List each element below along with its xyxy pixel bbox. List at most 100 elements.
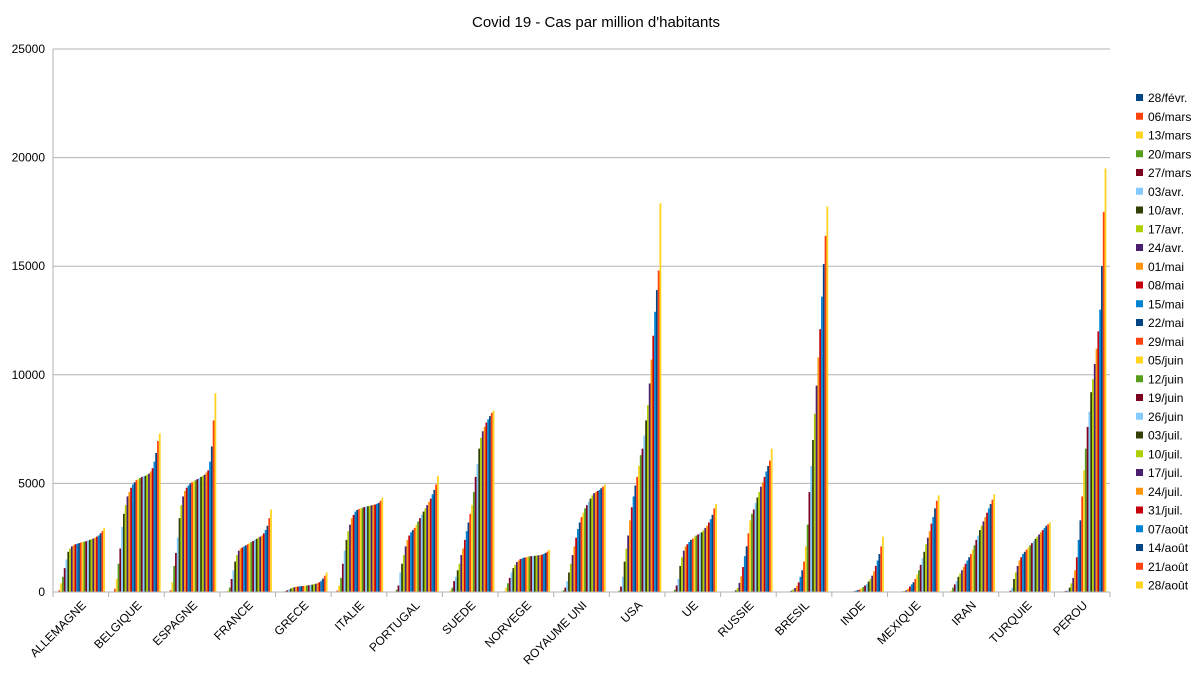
bar <box>340 577 342 592</box>
bar <box>291 587 294 592</box>
bar <box>1083 470 1085 592</box>
bar <box>810 466 813 592</box>
bar <box>675 585 678 592</box>
bar <box>1009 590 1012 592</box>
bar <box>704 527 707 592</box>
legend-label: 06/mars <box>1148 110 1191 124</box>
bar <box>259 536 262 592</box>
bar <box>862 587 865 592</box>
bar <box>742 567 744 592</box>
bar <box>516 562 518 592</box>
bar <box>492 410 495 592</box>
bar <box>638 466 640 592</box>
bar <box>970 553 972 592</box>
bar <box>323 575 326 592</box>
bar <box>205 472 208 592</box>
bar <box>1088 411 1091 592</box>
bar <box>474 476 477 592</box>
bar <box>646 405 649 592</box>
bar <box>747 533 750 592</box>
bar <box>510 572 513 592</box>
bar <box>350 518 353 592</box>
bar <box>471 505 473 592</box>
bar <box>654 311 656 592</box>
bar <box>345 539 348 592</box>
bar <box>989 504 992 592</box>
bar <box>749 520 752 592</box>
bar <box>756 497 759 592</box>
legend-swatch <box>1136 581 1143 589</box>
bar <box>695 535 698 592</box>
bar <box>395 589 398 592</box>
bar <box>524 557 527 592</box>
bar <box>1101 266 1103 592</box>
axes <box>52 49 1111 597</box>
bar <box>201 475 204 592</box>
bar <box>424 508 427 592</box>
legend-label: 07/août <box>1148 522 1189 536</box>
y-tick-label: 0 <box>38 585 45 599</box>
bar <box>189 483 192 592</box>
bar <box>677 578 680 592</box>
bar <box>650 359 653 592</box>
bar <box>1081 496 1084 592</box>
bar <box>1031 543 1033 592</box>
bar <box>485 422 488 592</box>
bar <box>903 590 906 592</box>
bar <box>517 560 520 592</box>
legend-label: 03/avr. <box>1148 185 1184 199</box>
bar <box>603 484 606 592</box>
legend-swatch <box>1136 300 1143 308</box>
bar <box>564 587 567 592</box>
bar <box>377 502 380 592</box>
bar <box>975 539 978 592</box>
bar <box>582 512 585 592</box>
bar <box>514 564 517 592</box>
bar <box>97 535 100 592</box>
bar <box>734 590 737 592</box>
bar <box>962 567 965 592</box>
legend-label: 27/mars <box>1148 166 1191 180</box>
legend-swatch <box>1136 525 1143 533</box>
legend-swatch <box>1136 431 1143 439</box>
bar <box>871 575 874 592</box>
bar <box>1039 532 1042 592</box>
bar <box>645 420 647 592</box>
bar <box>955 581 958 592</box>
bar <box>684 546 687 592</box>
bar <box>144 475 147 592</box>
bar <box>1023 551 1026 592</box>
bar <box>261 535 263 592</box>
bar <box>921 558 924 592</box>
bar <box>266 525 269 592</box>
bar <box>971 549 974 592</box>
legend-label: 28/août <box>1148 579 1189 593</box>
bar <box>1041 530 1044 592</box>
bar <box>490 412 493 592</box>
bar <box>336 590 339 592</box>
bar <box>858 589 861 592</box>
bar <box>991 499 994 592</box>
bar <box>544 552 547 592</box>
legend-label: 19/juin <box>1148 391 1183 405</box>
bar <box>437 475 439 592</box>
bar <box>1047 524 1049 592</box>
bar <box>200 476 202 592</box>
bar <box>681 557 683 592</box>
bar <box>198 477 201 592</box>
bar <box>1045 525 1048 592</box>
bar <box>469 513 472 592</box>
bar <box>139 477 141 592</box>
bar <box>600 488 603 592</box>
bar <box>252 540 254 592</box>
bar <box>745 546 748 592</box>
bar <box>117 563 120 592</box>
bar <box>372 504 375 592</box>
bar <box>182 496 185 592</box>
legend-label: 17/avr. <box>1148 222 1184 236</box>
bar <box>286 590 289 592</box>
bar <box>123 513 125 592</box>
bar <box>987 508 990 592</box>
bar <box>483 426 486 592</box>
bar <box>596 491 599 592</box>
